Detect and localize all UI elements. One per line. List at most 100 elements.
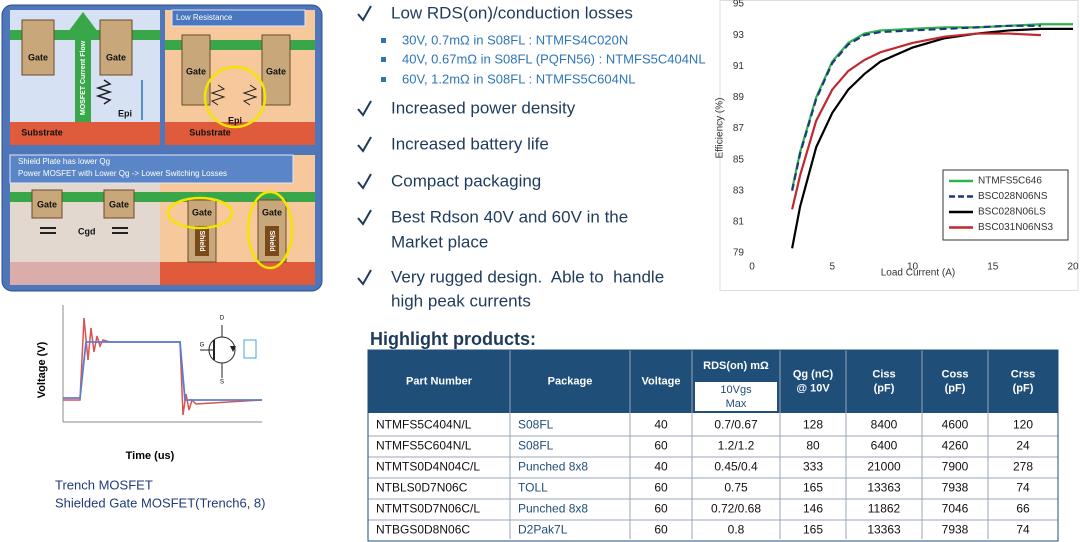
panel-2 bbox=[165, 9, 315, 145]
y-tick-label: 93 bbox=[733, 30, 745, 41]
caption: Trench MOSFET bbox=[55, 477, 153, 492]
bullet-text: Increased power density bbox=[391, 98, 576, 117]
pin-label: G bbox=[200, 343, 205, 349]
check-icon bbox=[357, 5, 372, 22]
table-cell: 74 bbox=[1016, 523, 1030, 537]
table-cell: 128 bbox=[803, 418, 823, 432]
column-header-condition: 10Vgs bbox=[720, 384, 752, 396]
chart: 79 81 83 85 87 89 91 93 95 0 5 10 15 20 NTMFS5C646 BSC0… bbox=[733, 0, 1079, 273]
column-header: Part Number bbox=[406, 375, 473, 387]
table-cell: 40 bbox=[654, 460, 668, 474]
x-tick-label: 20 bbox=[1067, 262, 1079, 273]
bullet-text: Market place bbox=[391, 232, 488, 251]
column-header: (pF) bbox=[874, 382, 895, 394]
table-border bbox=[367, 349, 1059, 542]
table-cell: 7900 bbox=[942, 460, 969, 474]
sub-bullet-marker bbox=[381, 57, 386, 62]
panel-1 bbox=[10, 10, 160, 145]
diagram-label: Gate bbox=[192, 207, 212, 217]
caption: Shielded Gate MOSFET(Trench6, 8) bbox=[55, 495, 266, 510]
bullet-text: Increased battery life bbox=[391, 134, 549, 153]
table-cell: 333 bbox=[803, 460, 823, 474]
column-header: Voltage bbox=[642, 375, 681, 387]
table-cell: 66 bbox=[1016, 502, 1030, 516]
sub-bullet-text: 30V, 0.7mΩ in S08FL : NTMFS4C020N bbox=[402, 32, 628, 47]
table-cell: NTBGS0D8N06C bbox=[376, 523, 470, 537]
y-tick-label: 85 bbox=[733, 154, 745, 165]
sub-bullet-text: 60V, 1.2mΩ in S08FL : NTMFS5C604NL bbox=[402, 71, 635, 86]
diagram-label: Shield bbox=[198, 230, 205, 251]
table-cell: NTMTS0D4N04C/L bbox=[376, 460, 480, 474]
table-cell: 0.75 bbox=[724, 481, 748, 495]
check-icon bbox=[357, 269, 372, 286]
table-cell: 1.2/1.2 bbox=[718, 439, 755, 453]
diagram-label: Shield bbox=[268, 230, 275, 251]
check-icon bbox=[357, 136, 372, 153]
bullet-text: Compact packaging bbox=[391, 171, 541, 190]
table-title: Highlight products: bbox=[370, 329, 536, 349]
table: Part Number Package Voltage RDS(on) mΩ Qg (n… bbox=[367, 349, 1059, 542]
table-cell: TOLL bbox=[518, 481, 548, 495]
table-cell: 74 bbox=[1016, 481, 1030, 495]
y-tick-label: 89 bbox=[733, 92, 745, 103]
y-axis-label: Efficiency (%) bbox=[715, 98, 726, 159]
bullets: Low RDS(on)/conduction losses 30V, 0.7mΩ … bbox=[357, 3, 706, 310]
table-cell: D2Pak7L bbox=[518, 523, 568, 537]
table-cell: 0.72/0.68 bbox=[711, 502, 761, 516]
table-cell: 165 bbox=[803, 481, 823, 495]
legend-label: BSC028N06NS bbox=[978, 191, 1048, 202]
y-tick-label: 83 bbox=[733, 185, 745, 196]
sub-bullet-marker bbox=[381, 77, 386, 82]
column-header: Qg (nC) bbox=[793, 368, 834, 380]
pin-label: S bbox=[220, 380, 224, 386]
table-cell: 60 bbox=[654, 439, 668, 453]
table-cell: 21000 bbox=[867, 460, 901, 474]
table-cell: 165 bbox=[803, 523, 823, 537]
table-cell: 60 bbox=[654, 502, 668, 516]
bullet-text: high peak currents bbox=[391, 291, 531, 310]
diagram-label: Gate bbox=[266, 66, 286, 76]
table-cell: 0.7/0.67 bbox=[714, 418, 758, 432]
line-series bbox=[791, 27, 1073, 249]
panel-3 bbox=[9, 154, 315, 285]
diagram-label: Gate bbox=[106, 52, 126, 62]
legend-label: BSC028N06LS bbox=[978, 207, 1046, 218]
table-cell: 4260 bbox=[942, 439, 969, 453]
x-axis-label: Load Current (A) bbox=[881, 268, 955, 279]
pin-label: D bbox=[220, 316, 225, 322]
column-header: Package bbox=[548, 375, 593, 387]
line-series bbox=[791, 32, 1041, 210]
diagram-label: Epi bbox=[118, 108, 132, 118]
table-cell: NTMTS0D7N06C/L bbox=[376, 502, 480, 516]
table-cell: 40 bbox=[654, 418, 668, 432]
table-cell: 4600 bbox=[942, 418, 969, 432]
y-tick-label: 79 bbox=[733, 248, 745, 259]
table-cell: 120 bbox=[1013, 418, 1033, 432]
table-cell: 278 bbox=[1013, 460, 1033, 474]
chart-frame bbox=[719, 0, 1079, 291]
table-cell: 11862 bbox=[868, 502, 901, 516]
legend-label: BSC031N06NS3 bbox=[978, 222, 1053, 233]
column-header: (pF) bbox=[945, 382, 966, 394]
diagram-label: Gate bbox=[186, 66, 206, 76]
y-axis-label: Voltage (V) bbox=[36, 341, 48, 398]
y-tick-label: 95 bbox=[733, 0, 745, 10]
check-icon bbox=[357, 100, 372, 117]
bullet-text: Very rugged design. Able to handle bbox=[391, 267, 664, 286]
column-header: RDS(on) mΩ bbox=[703, 360, 769, 372]
table-cell: NTMFS5C604N/L bbox=[376, 439, 472, 453]
column-header: (pF) bbox=[1013, 382, 1034, 394]
diagram-label: Cgd bbox=[78, 226, 96, 236]
bullet-text: Low RDS(on)/conduction losses bbox=[391, 3, 633, 22]
table-cell: 0.45/0.4 bbox=[714, 460, 758, 474]
bullet-text: Best Rdson 40V and 60V in the bbox=[391, 207, 628, 226]
table-cell: 7938 bbox=[942, 523, 969, 537]
diagram-label: MOSFET Current Flow bbox=[80, 40, 87, 115]
waveform bbox=[62, 305, 263, 423]
column-header-condition: Max bbox=[726, 398, 747, 410]
table-cell: S08FL bbox=[518, 418, 554, 432]
x-tick-label: 0 bbox=[749, 262, 755, 273]
column-header: @ 10V bbox=[796, 382, 830, 394]
diagram-label: Gate bbox=[109, 199, 129, 209]
check-icon bbox=[357, 209, 372, 226]
